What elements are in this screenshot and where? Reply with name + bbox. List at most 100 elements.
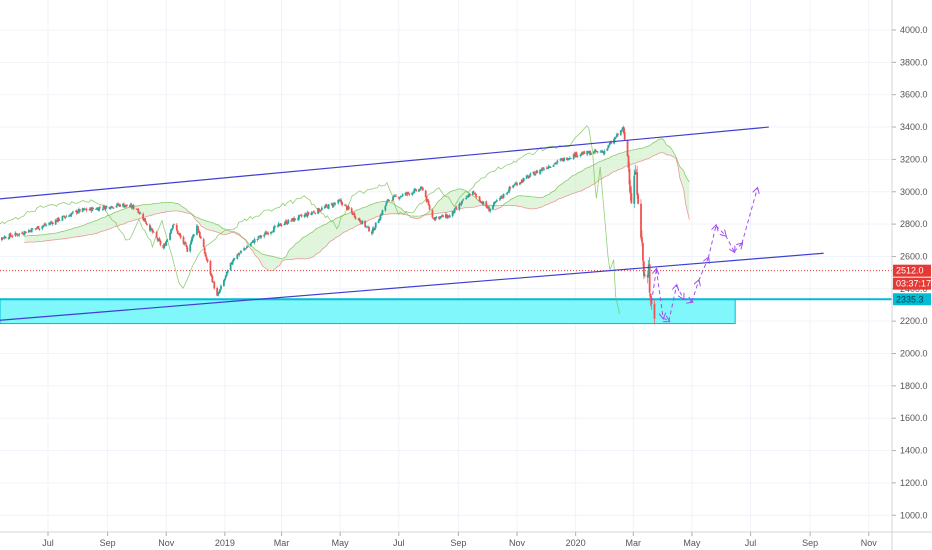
candle-up: [448, 215, 451, 218]
candle-down: [581, 153, 584, 155]
candle-up: [212, 281, 215, 283]
candle-down: [123, 203, 125, 208]
candle-down: [428, 205, 431, 210]
candle-up: [446, 215, 449, 219]
candle-up: [404, 192, 407, 195]
candle-up: [614, 137, 616, 140]
candle-up: [296, 218, 299, 220]
candle-up: [494, 201, 496, 204]
candle-down: [368, 226, 370, 232]
candle-up: [8, 233, 11, 239]
candle-up: [287, 219, 290, 224]
candle-down: [573, 153, 576, 157]
candle-down: [635, 171, 638, 174]
candle-up: [77, 209, 80, 212]
candle-down: [182, 236, 185, 244]
candle-up: [493, 202, 495, 206]
candle-down: [280, 225, 283, 227]
candle-up: [609, 142, 612, 145]
candle-down: [206, 259, 209, 262]
candle-up: [247, 246, 249, 248]
y-tick-label: 3600.0: [900, 90, 928, 100]
candle-up: [61, 216, 64, 221]
candle-down: [252, 240, 255, 243]
candle-down: [15, 233, 18, 235]
candle-up: [116, 203, 119, 206]
candle-up: [393, 195, 395, 197]
candle-up: [264, 232, 267, 234]
candle-down: [627, 155, 630, 168]
candle-down: [211, 276, 214, 283]
candle-up: [88, 209, 91, 211]
candle-up: [346, 206, 349, 210]
y-tick-label: 2000.0: [900, 349, 928, 359]
candle-up: [330, 203, 333, 205]
candle-down: [204, 252, 207, 257]
candle-down: [648, 264, 651, 293]
candle-up: [31, 228, 34, 230]
candle-down: [111, 206, 114, 208]
candle-up: [586, 150, 589, 155]
candle-up: [458, 203, 461, 210]
y-tick-label: 3200.0: [900, 154, 928, 164]
candle-up: [76, 212, 79, 214]
candle-down: [1, 237, 4, 239]
y-tick-label: 3000.0: [900, 187, 928, 197]
candle-down: [156, 237, 159, 241]
candle-up: [98, 207, 100, 212]
candle-down: [472, 191, 475, 193]
candle-up: [291, 218, 294, 221]
candle-down: [205, 256, 208, 260]
candle-up: [492, 205, 494, 210]
candle-down: [145, 221, 147, 224]
candle-up: [568, 158, 570, 160]
candle-down: [198, 232, 201, 238]
candle-down: [636, 172, 639, 195]
candle-down: [103, 206, 106, 210]
candle-up: [14, 232, 17, 236]
candle-up: [109, 208, 112, 210]
candle-up: [535, 170, 538, 174]
candle-up: [193, 234, 195, 236]
candle-up: [157, 239, 160, 242]
candle-up: [229, 262, 232, 271]
candle-up: [284, 221, 287, 224]
x-tick-label: Sep: [100, 538, 116, 548]
candle-up: [454, 207, 457, 209]
candle-down: [90, 207, 93, 212]
candle-up: [303, 214, 306, 217]
candle-up: [582, 151, 585, 155]
candle-up: [277, 223, 280, 227]
last-price-badge-bg: [893, 264, 931, 277]
candle-up: [27, 230, 30, 233]
candle-up: [590, 153, 592, 155]
candle-up: [513, 185, 516, 187]
candle-up: [122, 203, 124, 207]
candle-down: [136, 209, 139, 211]
candle-up: [508, 187, 511, 192]
candle-up: [89, 207, 92, 210]
candle-up: [337, 200, 340, 204]
candle-up: [96, 207, 98, 210]
x-axis-ticks: Jul Sep Nov 2019 Mar May Jul Sep Nov 2020 Mar May Ju…: [42, 532, 877, 548]
candle-up: [378, 219, 381, 221]
candle-down: [397, 197, 400, 199]
candle-down: [265, 232, 268, 235]
candle-down: [57, 217, 60, 221]
candle-down: [438, 216, 441, 220]
candle-up: [377, 220, 380, 223]
candles-layer: [0, 125, 656, 325]
candle-down: [473, 192, 476, 194]
candle-up: [460, 202, 463, 205]
candle-down: [258, 236, 261, 238]
candle-up: [411, 192, 414, 195]
candle-up: [633, 175, 636, 204]
candle-up: [249, 243, 252, 247]
candle-down: [11, 236, 14, 237]
candle-up: [191, 236, 194, 241]
candle-down: [78, 208, 81, 212]
candle-down: [351, 212, 354, 215]
candle-down: [630, 193, 633, 204]
candle-down: [486, 206, 489, 209]
